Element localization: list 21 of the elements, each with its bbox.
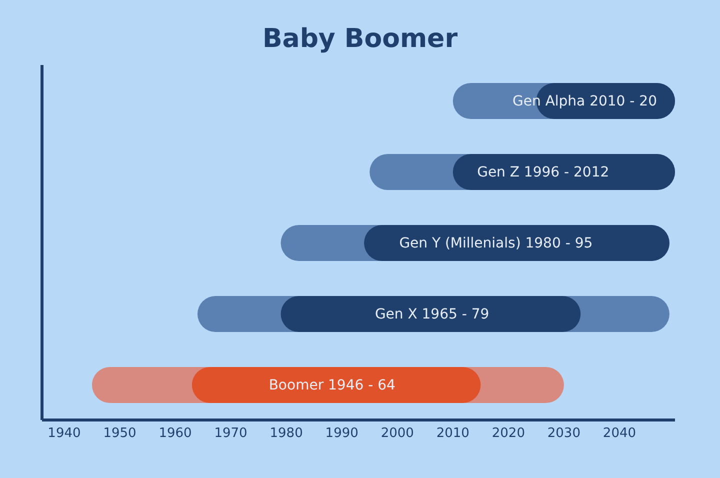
- x-tick-label: 1980: [270, 426, 303, 442]
- y-tick-label: Boomer 1946 - 64: [268, 378, 396, 394]
- x-tick-label: 1960: [158, 426, 192, 442]
- bar: [192, 367, 481, 403]
- x-tick-label: 2040: [602, 426, 636, 442]
- y-tick-label: Gen Alpha 2010 - 20: [512, 94, 657, 110]
- x-tick-label: 1970: [214, 426, 248, 442]
- bar: [364, 225, 670, 261]
- x-tick-label: 2000: [380, 426, 414, 442]
- bar: [280, 296, 581, 332]
- bar: [452, 154, 675, 190]
- y-tick-label: Gen X 1965 - 79: [374, 306, 490, 322]
- x-tick-label: 1950: [103, 426, 136, 442]
- y-tick-label: Gen Y (Millenials) 1980 - 95: [399, 236, 593, 252]
- x-tick-label: 1990: [325, 426, 358, 442]
- x-tick-label: 2010: [436, 426, 470, 442]
- x-tick-label: 2030: [547, 426, 580, 442]
- y-tick-label: Gen Z 1996 - 2012: [477, 164, 610, 180]
- chart-title: Baby Boomer: [261, 24, 459, 54]
- x-tick-label: 2020: [492, 426, 525, 442]
- x-tick-label: 1940: [48, 426, 81, 442]
